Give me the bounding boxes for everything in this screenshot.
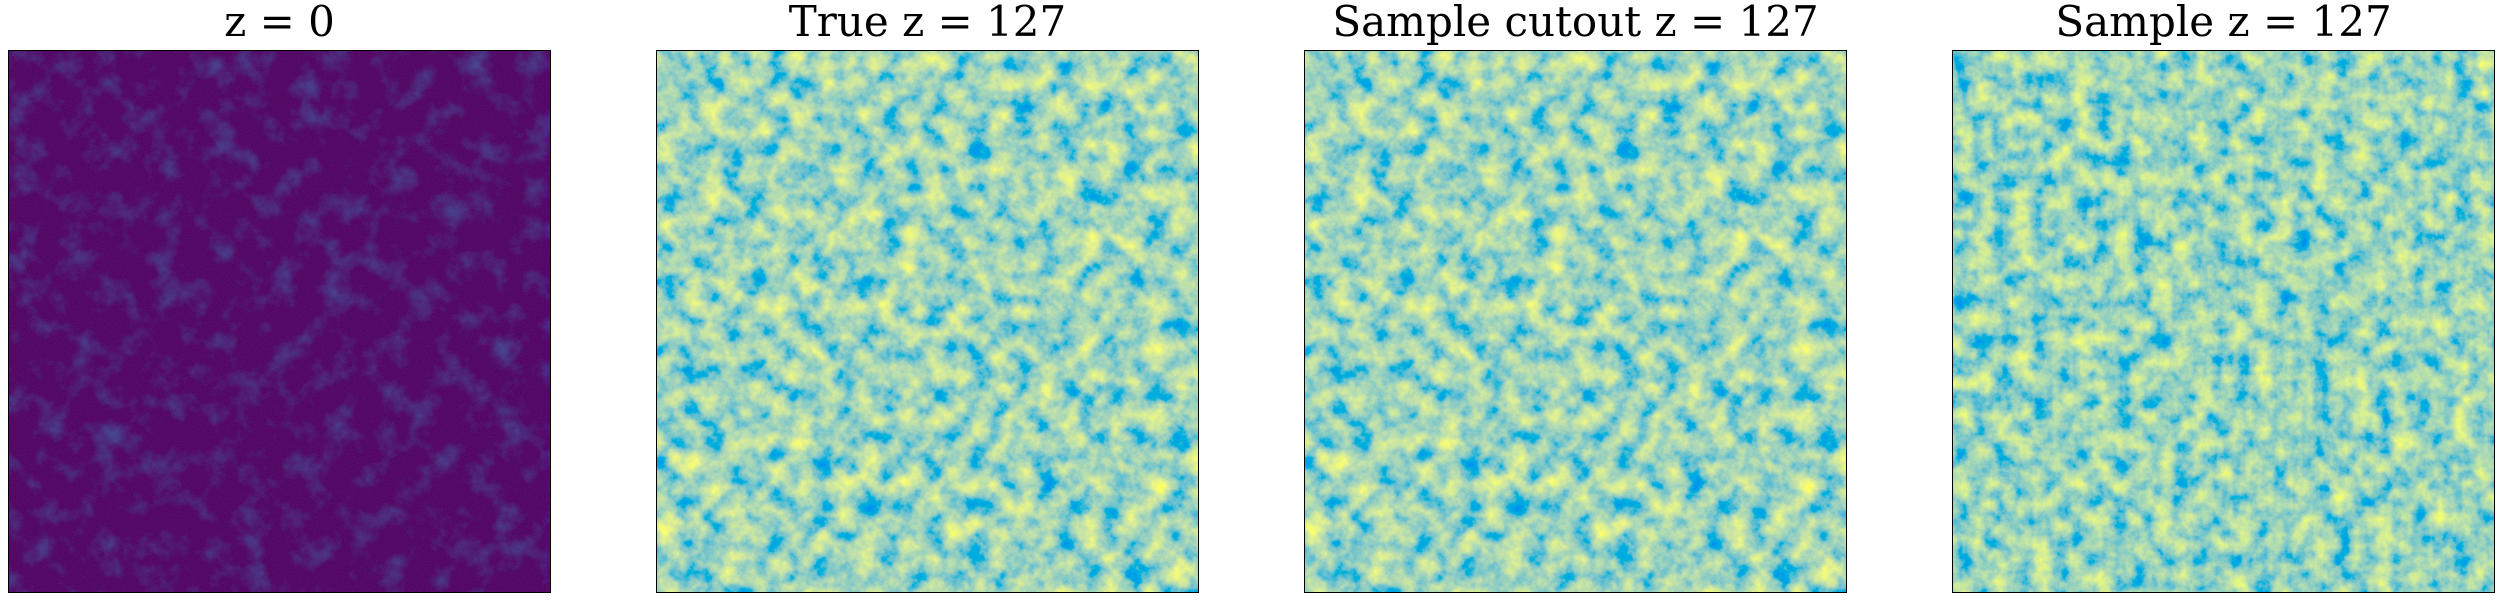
density-image-frame bbox=[656, 50, 1199, 593]
panel-title: Sample z = 127 bbox=[2055, 0, 2392, 46]
panel-true-z127: True z = 127 bbox=[656, 0, 1199, 593]
density-image-frame bbox=[8, 50, 551, 593]
panel-title: True z = 127 bbox=[788, 0, 1067, 46]
density-map-z0-image bbox=[9, 51, 550, 592]
density-image-frame bbox=[1304, 50, 1847, 593]
density-map-sample-z127-image bbox=[1953, 51, 2494, 592]
panel-title: Sample cutout z = 127 bbox=[1332, 0, 1819, 46]
density-map-sample-cutout-z127-image bbox=[1305, 51, 1846, 592]
density-image-frame bbox=[1952, 50, 2495, 593]
panel-sample-cutout-z127: Sample cutout z = 127 bbox=[1304, 0, 1847, 593]
panel-z0: z = 0 bbox=[8, 0, 551, 593]
panel-sample-z127: Sample z = 127 bbox=[1952, 0, 2495, 593]
density-map-true-z127-image bbox=[657, 51, 1198, 592]
panel-title: z = 0 bbox=[224, 0, 335, 46]
